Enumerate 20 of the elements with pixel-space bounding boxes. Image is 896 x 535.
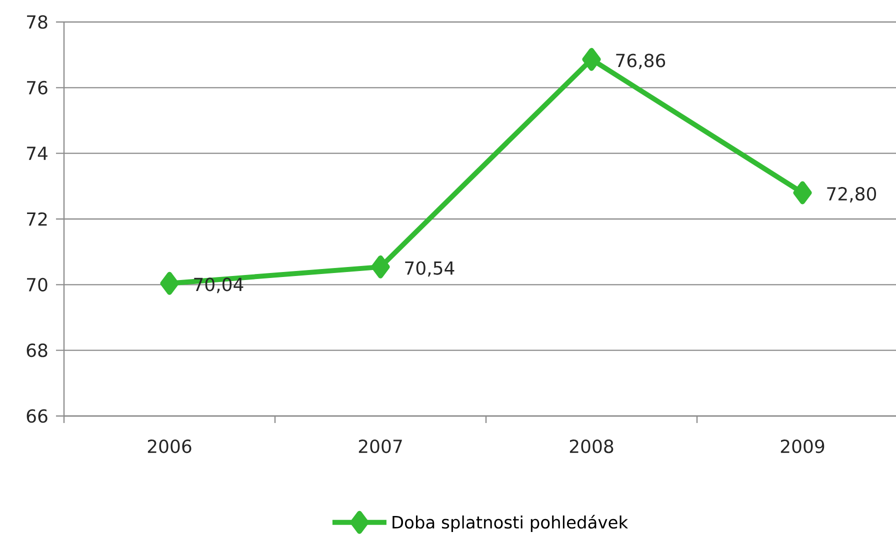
y-tick-label: 68 [26,344,48,358]
x-tick-label: 2006 [148,440,192,454]
legend-label: Doba splatnosti pohledávek [392,514,628,532]
data-label: 76,86 [616,54,666,70]
data-label: 70,54 [405,261,454,277]
point [371,255,390,278]
point [582,48,601,71]
x-tick-label: 2007 [358,440,402,454]
x-tick-label: 2008 [570,440,614,454]
data-label: 72,80 [827,187,876,202]
x-tick-label: 2009 [780,440,824,454]
y-tick-label: 76 [27,80,48,94]
y-tick-label: 74 [27,146,48,160]
y-tick-label: 70 [27,278,48,292]
y-tick-label: 78 [27,15,48,29]
y-tick-label: 66 [26,409,48,423]
point [160,272,179,295]
y-tick-label: 72 [27,212,47,226]
data-label: 70,04 [194,278,244,294]
point [793,181,812,204]
